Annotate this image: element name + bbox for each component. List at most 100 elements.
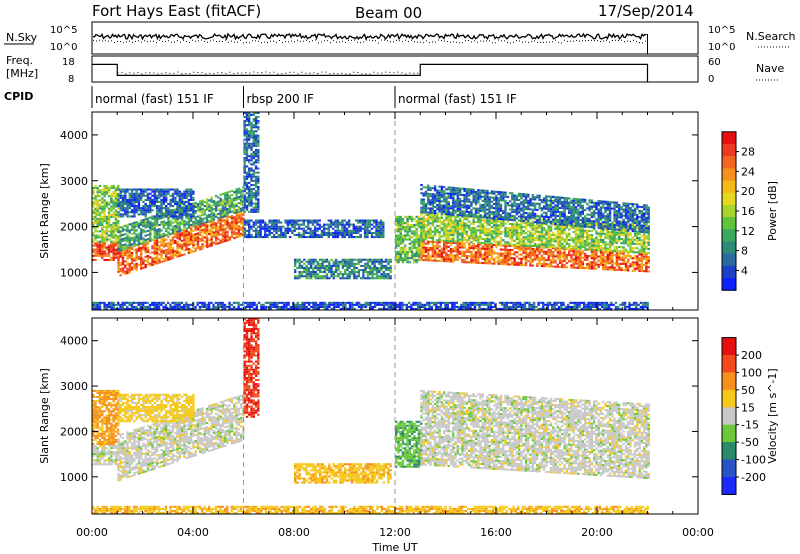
echo-cell [286,225,290,228]
echo-cell [160,192,163,195]
echo-cell [149,205,152,208]
echo-cell [371,273,374,276]
echo-cell [142,218,145,221]
echo-cell [176,226,179,229]
echo-cell [279,236,283,239]
echo-cell [581,246,584,249]
echo-cell [643,247,646,250]
echo-cell [153,221,156,224]
echo-cell [458,228,462,231]
echo-cell [647,239,650,242]
echo-cell [504,228,507,231]
echo-cell [302,236,305,239]
echo-cell [602,255,605,258]
echo-cell [647,247,650,250]
echo-cell [540,222,544,225]
echo-cell [155,230,159,233]
echo-cell [366,262,370,265]
echo-cell [158,240,161,243]
echo-cell [114,254,118,257]
echo-cell [369,271,372,274]
echo-cell [456,244,459,247]
echo-cell [404,234,407,237]
echo-cell [611,256,614,259]
echo-cell [248,223,251,226]
echo-cell [171,255,175,258]
echo-cell [334,236,337,239]
echo-cell [128,203,131,206]
echo-cell [187,239,191,242]
echo-cell [479,219,482,222]
echo-cell [316,227,319,230]
echo-cell [119,190,122,193]
echo-cell [270,221,274,224]
echo-cell [420,240,423,243]
echo-cell [563,230,566,233]
echo-cell [431,218,434,221]
echo-cell [133,198,136,201]
echo-cell [257,175,260,178]
echo-cell [518,249,521,252]
echo-cell [504,254,507,257]
echo-cell [117,194,120,197]
echo-cell [169,220,172,223]
echo-cell [110,228,113,231]
echo-cell [160,250,163,253]
echo-cell [495,260,498,263]
echo-cell [645,268,648,271]
echo-cell [522,240,525,243]
echo-cell [117,205,120,208]
echo-cell [158,253,161,256]
echo-cell [449,223,453,226]
echo-cell [359,269,363,272]
echo-cell [563,240,566,243]
echo-cell [497,262,500,265]
echo-cell [433,216,437,219]
echo-cell [645,241,648,244]
echo-cell [105,258,108,261]
echo-cell [631,269,634,272]
echo-cell [547,231,550,234]
echo-cell [495,246,498,249]
echo-cell [187,200,191,203]
echo-cell [506,227,509,230]
echo-cell [373,260,376,263]
echo-cell [529,226,532,229]
echo-cell [366,273,370,276]
echo-cell [103,195,106,198]
echo-cell [107,238,111,241]
echo-cell [210,213,213,216]
echo-cell [332,275,335,278]
echo-cell [373,231,376,234]
echo-cell [224,214,227,217]
echo-cell [126,246,129,249]
echo-cell [126,234,129,237]
echo-cell [135,205,138,208]
echo-cell [151,224,154,227]
echo-cell [449,219,453,222]
echo-cell [355,262,358,265]
echo-cell [183,213,186,216]
echo-cell [250,202,253,205]
echo-cell [373,236,376,239]
echo-cell [543,218,546,221]
echo-cell [495,220,498,223]
echo-cell [298,266,301,269]
echo-cell [353,264,356,267]
echo-cell [185,192,188,195]
echo-cell [92,240,95,243]
echo-cell [511,229,514,232]
echo-cell [477,229,480,232]
echo-cell [341,273,345,276]
echo-cell [443,223,446,226]
echo-cell [121,229,125,232]
echo-cell [433,255,437,258]
echo-cell [452,254,455,257]
echo-cell [382,266,385,269]
echo-cell [133,213,136,216]
echo-cell [572,247,575,250]
echo-cell [135,264,138,267]
echo-cell [348,219,351,222]
echo-cell [506,233,509,236]
echo-cell [210,204,213,207]
